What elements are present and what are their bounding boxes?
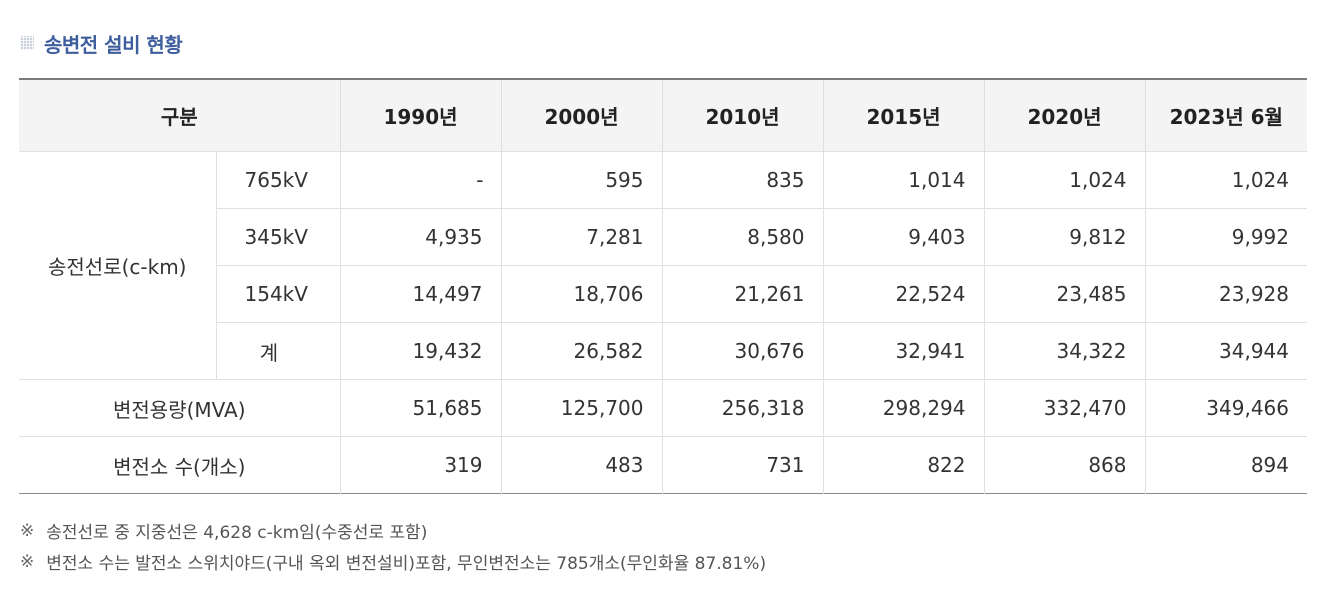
table-cell: 8,580 bbox=[661, 208, 823, 266]
table-cell: 349,466 bbox=[1144, 379, 1307, 437]
header-category: 구분 bbox=[19, 79, 340, 152]
table-row: 154kV 14,497 18,706 21,261 22,524 23,485… bbox=[19, 265, 1307, 323]
table-cell: 34,322 bbox=[983, 322, 1145, 380]
header-year: 2010년 bbox=[661, 79, 823, 152]
table-row: 변전용량(MVA) 51,685 125,700 256,318 298,294… bbox=[19, 379, 1307, 437]
table-row: 345kV 4,935 7,281 8,580 9,403 9,812 9,99… bbox=[19, 208, 1307, 266]
table-cell: 256,318 bbox=[661, 379, 823, 437]
footnote: ※ 변전소 수는 발전소 스위치야드(구내 옥외 변전설비)포함, 무인변전소는… bbox=[20, 546, 766, 577]
table-cell: 595 bbox=[500, 151, 662, 209]
table-cell: 9,812 bbox=[983, 208, 1145, 266]
header-year: 2020년 bbox=[983, 79, 1145, 152]
section-heading: 송변전 설비 현황 bbox=[20, 28, 183, 58]
table-cell: 483 bbox=[500, 436, 662, 494]
table-cell: 18,706 bbox=[500, 265, 662, 323]
facility-status-table: 구분 1990년 2000년 2010년 2015년 2020년 2023년 6… bbox=[19, 78, 1307, 494]
footnote-text: 변전소 수는 발전소 스위치야드(구내 옥외 변전설비)포함, 무인변전소는 7… bbox=[46, 554, 767, 574]
table-cell: 51,685 bbox=[339, 379, 501, 437]
reference-mark: ※ bbox=[20, 551, 35, 572]
row-label: 345kV bbox=[215, 208, 340, 266]
header-year: 2015년 bbox=[822, 79, 984, 152]
table-cell: 9,403 bbox=[822, 208, 984, 266]
table-cell: 23,485 bbox=[983, 265, 1145, 323]
row-label-substations: 변전소 수(개소) bbox=[19, 436, 340, 494]
table-cell: 894 bbox=[1144, 436, 1307, 494]
table-cell: 32,941 bbox=[822, 322, 984, 380]
table-row: 계 19,432 26,582 30,676 32,941 34,322 34,… bbox=[19, 322, 1307, 380]
table-cell: 30,676 bbox=[661, 322, 823, 380]
table-cell: 332,470 bbox=[983, 379, 1145, 437]
table-cell: 14,497 bbox=[339, 265, 501, 323]
table-cell: 7,281 bbox=[500, 208, 662, 266]
table-row: 송전선로(c-km) 765kV - 595 835 1,014 1,024 1… bbox=[19, 151, 1307, 380]
header-year: 2023년 6월 bbox=[1144, 79, 1307, 152]
table-cell: 835 bbox=[661, 151, 823, 209]
table-header-row: 구분 1990년 2000년 2010년 2015년 2020년 2023년 6… bbox=[19, 79, 1307, 152]
table-cell: 125,700 bbox=[500, 379, 662, 437]
reference-mark: ※ bbox=[20, 520, 35, 541]
footnote: ※ 송전선로 중 지중선은 4,628 c-km임(수중선로 포함) bbox=[20, 515, 766, 546]
table-cell: - bbox=[339, 151, 501, 209]
table-cell: 34,944 bbox=[1144, 322, 1307, 380]
header-year: 1990년 bbox=[339, 79, 501, 152]
table-cell: 298,294 bbox=[822, 379, 984, 437]
footnote-text: 송전선로 중 지중선은 4,628 c-km임(수중선로 포함) bbox=[46, 523, 428, 543]
table-cell: 731 bbox=[661, 436, 823, 494]
table-cell: 9,992 bbox=[1144, 208, 1307, 266]
row-label: 154kV bbox=[215, 265, 340, 323]
row-label-total: 계 bbox=[215, 322, 340, 380]
table-cell: 319 bbox=[339, 436, 501, 494]
table-cell: 1,024 bbox=[1144, 151, 1307, 209]
footnotes: ※ 송전선로 중 지중선은 4,628 c-km임(수중선로 포함) ※ 변전소… bbox=[20, 515, 766, 577]
row-label-capacity: 변전용량(MVA) bbox=[19, 379, 340, 437]
section-title: 송변전 설비 현황 bbox=[44, 32, 183, 57]
table-cell: 26,582 bbox=[500, 322, 662, 380]
row-label: 765kV bbox=[215, 151, 340, 209]
group-label-transmission: 송전선로(c-km) bbox=[19, 151, 216, 380]
table-cell: 23,928 bbox=[1144, 265, 1307, 323]
table-cell: 868 bbox=[983, 436, 1145, 494]
table-cell: 4,935 bbox=[339, 208, 501, 266]
grid-square-bullet-icon bbox=[20, 36, 34, 50]
table-cell: 22,524 bbox=[822, 265, 984, 323]
table-cell: 19,432 bbox=[339, 322, 501, 380]
table-cell: 1,024 bbox=[983, 151, 1145, 209]
table-row: 변전소 수(개소) 319 483 731 822 868 894 bbox=[19, 436, 1307, 494]
table-cell: 822 bbox=[822, 436, 984, 494]
table-cell: 21,261 bbox=[661, 265, 823, 323]
header-year: 2000년 bbox=[500, 79, 662, 152]
table-cell: 1,014 bbox=[822, 151, 984, 209]
